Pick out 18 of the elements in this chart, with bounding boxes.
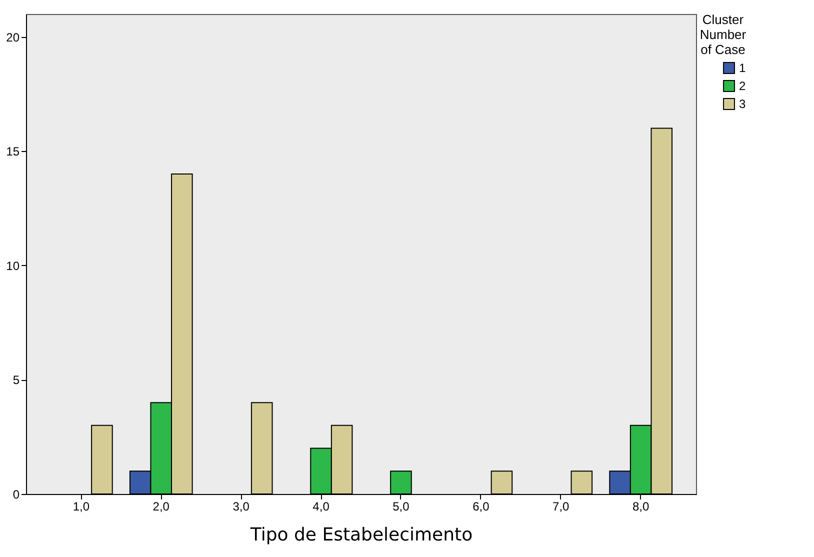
x-axis-title: Tipo de Estabelecimento bbox=[249, 524, 473, 546]
y-tick-label: 0 bbox=[12, 488, 20, 502]
y-tick-label: 15 bbox=[6, 144, 20, 159]
legend-label: 2 bbox=[739, 79, 746, 93]
x-tick-label: 5,0 bbox=[392, 500, 410, 514]
x-tick-label: 8,0 bbox=[632, 500, 650, 514]
legend-label: 3 bbox=[739, 97, 746, 111]
x-tick-label: 4,0 bbox=[312, 500, 330, 514]
x-tick-label: 1,0 bbox=[72, 500, 90, 514]
legend-label: 1 bbox=[739, 61, 746, 75]
x-tick-label: 2,0 bbox=[152, 500, 170, 514]
x-tick-label: 7,0 bbox=[552, 500, 570, 514]
y-tick-label: 5 bbox=[12, 373, 20, 388]
x-tick-label: 3,0 bbox=[232, 500, 250, 514]
y-tick-label: 10 bbox=[6, 258, 20, 273]
y-tick-label: 20 bbox=[6, 30, 20, 44]
x-tick-label: 6,0 bbox=[472, 500, 490, 514]
legend-title: Cluster Number of Case bbox=[700, 12, 747, 57]
